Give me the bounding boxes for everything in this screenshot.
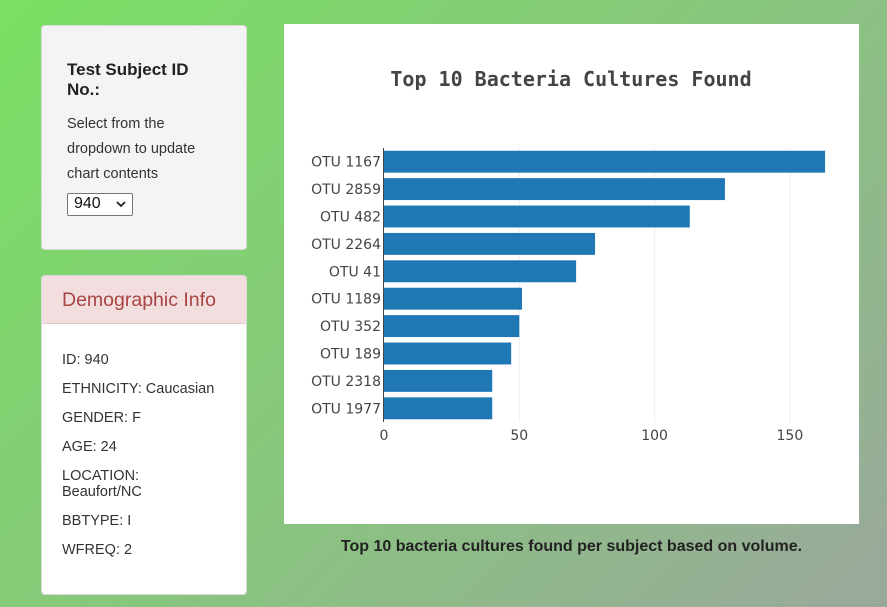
bar[interactable] [384,205,690,228]
demographic-list: ID: 940 ETHNICITY: Caucasian GENDER: F A… [42,324,246,558]
y-tick-label: OTU 352 [320,319,381,335]
y-tick-labels: OTU 1167 OTU 2859 OTU 482 OTU 2264 OTU 41 OTU… [311,155,381,418]
subject-id-select[interactable]: 940 [67,193,133,216]
y-tick-label: OTU 1189 [311,292,381,308]
chart-title: Top 10 Bacteria Cultures Found [390,67,751,91]
demographic-row-gender: GENDER: F [62,410,141,426]
demographic-row-bbtype: BBTYPE: I [62,513,132,529]
selector-help-text: Select from the dropdown to update chart… [67,116,196,182]
y-tick-label: OTU 482 [320,210,381,226]
bar[interactable] [384,287,522,310]
x-tick-label: 0 [380,428,389,444]
demographic-title: Demographic Info [62,289,216,311]
chevron-down-icon [116,201,126,208]
x-tick-label: 50 [510,428,528,444]
demographic-row-id: ID: 940 [62,352,109,368]
bar-chart: Top 10 Bacteria Cultures Found OTU 1167O… [311,67,826,444]
chart-caption: Top 10 bacteria cultures found per subje… [340,538,803,555]
demographic-header: Demographic Info [42,276,246,324]
demographic-row-age: AGE: 24 [62,439,117,455]
bar[interactable] [384,315,520,338]
bar[interactable] [384,260,577,283]
bar[interactable] [384,178,725,201]
bar[interactable] [384,397,493,420]
bar[interactable] [384,232,596,255]
demographic-row-wfreq: WFREQ: 2 [62,542,133,558]
selector-panel: Test Subject ID No.: Select from the dro… [41,25,247,250]
x-tick-labels: 0 50 100 150 [380,428,804,444]
bar-chart-card: Top 10 Bacteria Cultures Found OTU 1167 O… [284,24,859,524]
y-tick-label: OTU 41 [329,264,381,280]
demographic-row-ethnicity: ETHNICITY: Caucasian [62,381,215,397]
demographic-row-location: LOCATION: Beaufort/NC [62,468,142,500]
y-tick-label: OTU 2859 [311,182,381,198]
y-tick-label: OTU 2264 [311,237,381,253]
y-tick-label: OTU 189 [320,347,381,363]
subject-id-select-value: 940 [74,195,101,212]
selector-title: Test Subject ID No.: [67,60,189,99]
bar-layer [384,150,826,420]
y-tick-label: OTU 2318 [311,374,381,390]
bar[interactable] [384,369,493,392]
x-tick-label: 100 [641,428,668,444]
y-tick-label: OTU 1167 [311,155,381,171]
y-tick-label: OTU 1977 [311,401,381,417]
bar[interactable] [384,342,512,365]
demographic-panel: Demographic Info ID: 940 ETHNICITY: Cauc… [41,275,247,595]
bar[interactable] [384,150,826,173]
x-tick-label: 150 [777,428,804,444]
